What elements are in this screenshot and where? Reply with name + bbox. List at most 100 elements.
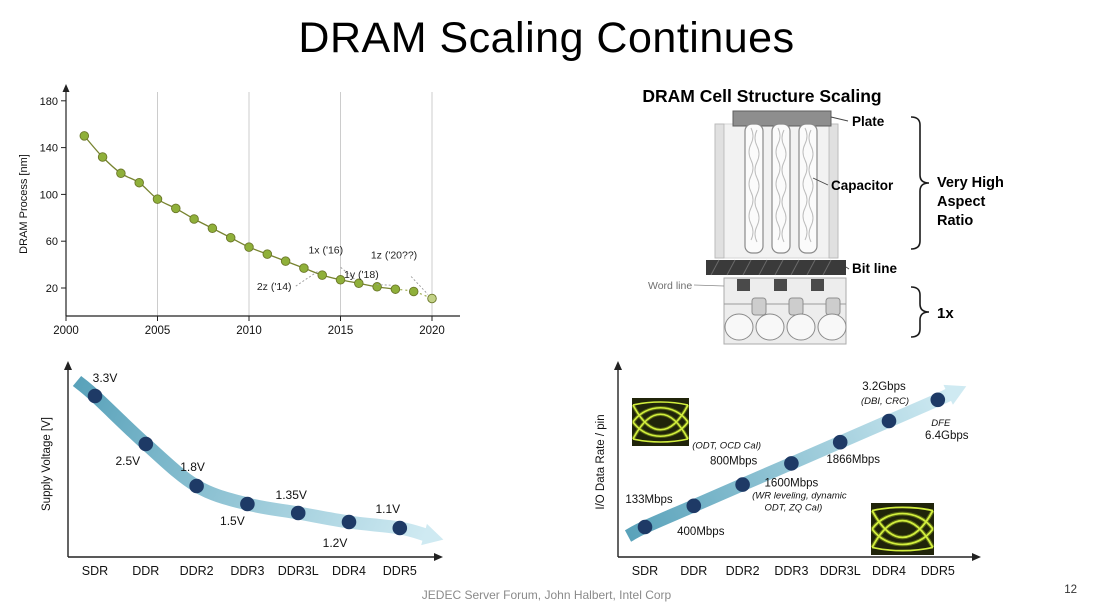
word-line-label: Word line <box>648 280 692 292</box>
eye-diagram-right <box>871 503 934 555</box>
x-tick-label: 2015 <box>328 325 354 337</box>
data-point <box>207 223 218 234</box>
point-label: 133Mbps <box>625 494 673 506</box>
data-point <box>317 270 327 280</box>
point-label: 1.8V <box>180 460 205 474</box>
data-point <box>637 519 653 535</box>
aspect-ratio-label-line1: Very High <box>937 175 1004 191</box>
point-label: 3.3V <box>93 371 118 385</box>
eye-diagram-svg <box>632 398 689 446</box>
annotation-leader <box>295 270 319 287</box>
word-line-region <box>723 277 847 345</box>
slide-title: DRAM Scaling Continues <box>298 14 795 62</box>
dram-cell-figure: Plate Capacitor Bit line Word line Very … <box>648 110 1004 345</box>
point-label: 1600Mbps <box>765 477 819 489</box>
capacitor-leader <box>812 177 829 186</box>
category-label: DDR <box>680 564 707 578</box>
y-axis-arrow <box>64 361 72 370</box>
scale-label: 1x <box>937 305 954 322</box>
data-point <box>87 388 103 404</box>
annotation-label: 2z ('14) <box>257 281 292 293</box>
annotation-label: 1z ('20??) <box>371 250 417 262</box>
point-label: 2.5V <box>115 454 140 468</box>
point-label: 6.4Gbps <box>925 430 969 442</box>
category-label: DDR4 <box>872 564 906 578</box>
x-axis-arrow <box>434 553 443 561</box>
edge-pillar-left <box>714 123 725 259</box>
point-note: ODT, ZQ Cal) <box>765 502 823 513</box>
category-label: DDR3L <box>278 564 319 578</box>
y-tick-label: 100 <box>40 189 58 201</box>
data-point <box>171 203 181 214</box>
data-point <box>335 275 346 285</box>
x-tick-label: 2020 <box>419 325 445 337</box>
data-point <box>225 232 236 243</box>
point-label: 3.2Gbps <box>862 381 906 393</box>
category-label: DDR4 <box>332 564 366 578</box>
category-label: DDR5 <box>383 564 417 578</box>
data-point <box>930 392 946 408</box>
data-point <box>138 436 154 452</box>
data-point <box>832 434 848 450</box>
plate-leader <box>830 116 849 122</box>
x-tick-label: 2010 <box>236 325 262 337</box>
annotation-leader <box>340 266 356 280</box>
bit-line-leader <box>845 266 850 270</box>
plate-label: Plate <box>852 114 885 129</box>
data-point <box>354 278 364 289</box>
capacitor-pillars <box>744 123 818 254</box>
y-axis-title: Supply Voltage [V] <box>41 417 53 511</box>
data-point <box>427 293 437 304</box>
data-point <box>262 249 273 259</box>
category-label: DDR2 <box>180 564 214 578</box>
y-axis-title: I/O Data Rate / pin <box>595 414 607 509</box>
data-point <box>189 214 199 224</box>
supply-voltage-chart: Supply Voltage [V] 3.3V 2.5V 1.8V 1.5V 1.35V 1… <box>30 352 470 597</box>
point-note: (WR leveling, dynamic <box>752 490 847 501</box>
scale-brace <box>910 286 930 338</box>
point-label: 1.1V <box>375 502 400 516</box>
aspect-ratio-label-line2: Aspect <box>937 194 986 210</box>
y-axis-title: DRAM Process [nm] <box>18 154 30 254</box>
aspect-ratio-brace <box>910 116 930 250</box>
dram-process-svg: 20 60 100 140 180 2000 2005 2010 2015 2020 DRAM Pr… <box>18 84 460 337</box>
category-label: SDR <box>632 564 658 578</box>
category-label: SDR <box>82 564 108 578</box>
io-data-rate-svg: I/O Data Rate / pin 133Mbps 400Mbps 800Mbps… <box>595 361 981 578</box>
point-label: 1.5V <box>220 514 245 528</box>
data-point <box>79 131 90 141</box>
bit-line-label: Bit line <box>852 261 897 276</box>
point-label: 800Mbps <box>710 456 758 468</box>
dram-process-chart: 20 60 100 140 180 2000 2005 2010 2015 2020 DRAM Pr… <box>12 80 464 348</box>
category-label: DDR3 <box>774 564 808 578</box>
data-point <box>341 514 357 530</box>
aspect-ratio-label-line3: Ratio <box>937 213 973 229</box>
point-note: (ODT, OCD Cal) <box>692 441 761 452</box>
category-label: DDR3 <box>230 564 264 578</box>
capacitor-label: Capacitor <box>831 178 894 193</box>
point-label: 1.35V <box>276 488 307 502</box>
annotation-leader <box>376 284 392 286</box>
data-point <box>299 263 309 273</box>
trend-arrow-head <box>943 384 967 405</box>
data-point <box>686 498 702 514</box>
bit-line-shape <box>706 260 846 275</box>
point-note: (DBI, CRC) <box>861 396 909 407</box>
point-note: DFE <box>931 418 951 429</box>
y-axis-arrow <box>62 84 70 92</box>
page-number: 12 <box>1064 584 1077 596</box>
footer-text: JEDEC Server Forum, John Halbert, Intel … <box>421 588 672 602</box>
point-label: 400Mbps <box>677 526 725 538</box>
eye-diagram-svg <box>871 503 934 555</box>
y-axis-arrow <box>614 361 622 370</box>
point-label: 1.2V <box>323 536 348 550</box>
data-point <box>372 282 382 292</box>
cell-structure-title: DRAM Cell Structure Scaling <box>642 86 882 106</box>
data-point <box>392 520 408 536</box>
data-point <box>244 242 254 252</box>
annotation-leader <box>410 276 429 295</box>
supply-voltage-svg: Supply Voltage [V] 3.3V 2.5V 1.8V 1.5V 1.35V 1… <box>41 361 444 578</box>
data-point <box>240 496 255 512</box>
y-tick-label: 20 <box>46 283 58 295</box>
